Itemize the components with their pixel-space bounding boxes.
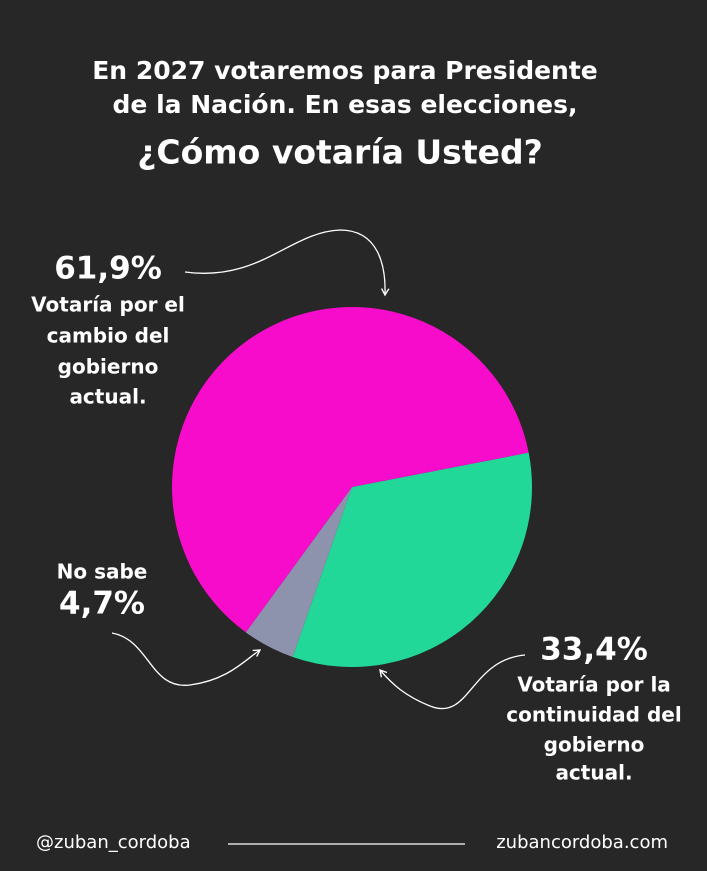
- pie-slice: [292, 452, 532, 667]
- value-label: 4,7%: [59, 586, 145, 622]
- value-label: 61,9%: [54, 251, 162, 287]
- category-label: gobierno: [544, 733, 645, 757]
- category-label: continuidad del: [506, 703, 681, 727]
- category-label: Votaría por el: [31, 293, 185, 317]
- category-label: Votaría por la: [517, 673, 671, 697]
- category-label: No sabe: [57, 560, 148, 584]
- title-line: En 2027 votaremos para Presidente: [92, 56, 598, 85]
- category-label: actual.: [555, 761, 632, 785]
- pie-slice: [245, 487, 352, 657]
- value-label: 33,4%: [540, 632, 648, 668]
- title-question: ¿Cómo votaría Usted?: [137, 133, 543, 172]
- category-label: cambio del: [47, 324, 170, 348]
- pie-slice: [172, 306, 529, 633]
- category-label: actual.: [69, 385, 146, 409]
- arrow: [111, 632, 262, 686]
- category-label: gobierno: [58, 355, 159, 379]
- arrow: [379, 654, 526, 710]
- footer-handle: @zuban_cordoba: [36, 832, 191, 853]
- footer-site: zubancordoba.com: [496, 832, 668, 853]
- title-line: de la Nación. En esas elecciones,: [113, 90, 578, 119]
- arrow: [184, 229, 390, 297]
- pie: [172, 306, 532, 667]
